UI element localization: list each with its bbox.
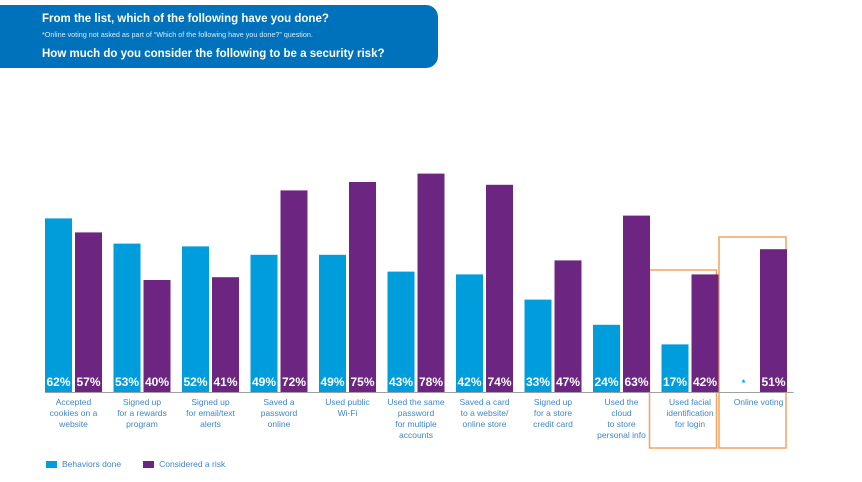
data-label: 52% (183, 375, 207, 389)
data-label: 33% (526, 375, 550, 389)
online-voting-footnote: *Online voting not asked as part of “Whi… (42, 30, 313, 39)
bar-behaviors-done (661, 344, 689, 392)
category-label: Saved a card to a website/online store (459, 397, 509, 429)
data-label: 40% (145, 375, 169, 389)
bar-considered-risk (417, 173, 445, 392)
bar-behaviors-done (319, 254, 346, 392)
category-label: Used the cloud to store personal info (597, 397, 646, 440)
legend-label: Considered a risk (159, 459, 226, 469)
category-label: Online voting (734, 397, 784, 407)
question-risk-title: How much do you consider the following t… (42, 48, 385, 60)
bar-behaviors-done (387, 271, 415, 392)
category-label: Used facial identification for login (666, 397, 714, 429)
bar-behaviors-done (250, 254, 278, 392)
data-label: 47% (556, 375, 580, 389)
data-label: 72% (282, 375, 306, 389)
data-label: 78% (419, 375, 443, 389)
legend-item-considered-risk: Considered a risk (143, 459, 225, 469)
category-label: Accepted cookies on a website (50, 397, 98, 429)
legend-swatch-behaviors-done (46, 460, 57, 468)
bar-considered-risk (691, 274, 719, 392)
data-label: 49% (252, 375, 276, 389)
question-done-title: From the list, which of the following ha… (42, 13, 329, 25)
data-label: 74% (487, 375, 511, 389)
bar-considered-risk (623, 215, 650, 392)
category-label: Signed up for a store credit card (533, 397, 573, 429)
bar-considered-risk (349, 182, 376, 392)
category-label: Used public Wi-Fi (325, 397, 370, 418)
category-label: Used the same password for multiple account… (387, 397, 444, 440)
data-label: 49% (320, 375, 344, 389)
legend-item-behaviors-done: Behaviors done (46, 459, 121, 469)
data-label: 17% (663, 375, 687, 389)
data-label: 75% (350, 375, 374, 389)
bar-considered-risk (280, 190, 308, 392)
legend: Behaviors done Considered a risk (46, 459, 225, 469)
bar-behaviors-done (593, 324, 620, 392)
bar-considered-risk (212, 277, 239, 392)
data-label: 42% (457, 375, 481, 389)
data-label: 62% (46, 375, 70, 389)
bar-considered-risk (760, 249, 787, 392)
bar-considered-risk (143, 280, 171, 392)
bar-behaviors-done (113, 243, 141, 392)
category-label: Signed up for email/text alerts (186, 397, 235, 429)
data-label: 51% (761, 375, 785, 389)
bar-behaviors-done (524, 299, 552, 392)
bar-considered-risk (75, 232, 102, 392)
data-label: 41% (213, 375, 237, 389)
legend-swatch-considered-risk (143, 460, 155, 468)
bar-considered-risk (554, 260, 582, 392)
data-label: 43% (389, 375, 413, 389)
question-banner: From the list, which of the following ha… (0, 5, 438, 68)
data-label: 42% (693, 375, 717, 389)
bar-behaviors-done (182, 246, 209, 392)
data-label: 24% (594, 375, 618, 389)
bar-considered-risk (486, 184, 513, 392)
data-label: 57% (76, 375, 100, 389)
category-label: Saved a password online (261, 397, 298, 429)
category-label: Signed up for a rewards program (117, 397, 167, 429)
data-label: 63% (624, 375, 648, 389)
bar-behaviors-done (456, 274, 483, 392)
bar-behaviors-done (45, 218, 72, 392)
data-label: 53% (115, 375, 139, 389)
data-label: * (742, 378, 746, 388)
legend-label: Behaviors done (62, 459, 122, 469)
